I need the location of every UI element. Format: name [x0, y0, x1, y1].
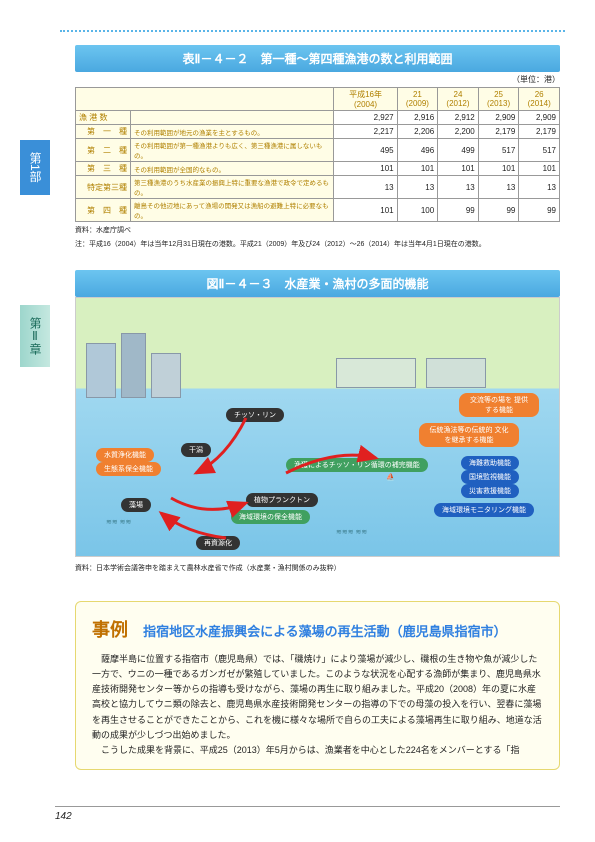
- cell-value: 2,912: [438, 111, 479, 125]
- cell-value: 13: [397, 176, 438, 199]
- cell-value: 101: [334, 162, 397, 176]
- cell-value: 517: [478, 139, 519, 162]
- page-footer-line: [55, 806, 560, 807]
- table-title: 表Ⅱ－４－２ 第一種～第四種漁港の数と利用範囲: [75, 45, 560, 72]
- th-y3: 24 (2012): [438, 88, 479, 111]
- row-desc: その利用範囲が全国的なもの。: [131, 162, 334, 176]
- th-y5: 26 (2014): [519, 88, 560, 111]
- row-desc: その利用範囲が地元の漁業を主とするもの。: [131, 125, 334, 139]
- cell-value: 99: [519, 199, 560, 222]
- case-paragraph-1: 薩摩半島に位置する指宿市（鹿児島県）では、「磯焼け」により藻場が減少し、磯根の生…: [92, 652, 543, 744]
- cell-value: 100: [397, 199, 438, 222]
- figure-title: 図Ⅱ－４－３ 水産業・漁村の多面的機能: [75, 270, 560, 297]
- row-label: 第 二 種: [76, 139, 131, 162]
- cell-value: 101: [478, 162, 519, 176]
- cell-value: 517: [519, 139, 560, 162]
- cell-value: 101: [334, 199, 397, 222]
- th-blank: [76, 88, 334, 111]
- row-label: 漁 港 数: [76, 111, 131, 125]
- page-number: 142: [55, 811, 72, 822]
- th-y4: 25 (2013): [478, 88, 519, 111]
- cell-value: 99: [438, 199, 479, 222]
- case-box: 事例 指宿地区水産振興会による藻場の再生活動（鹿児島県指宿市） 薩摩半島に位置す…: [75, 601, 560, 770]
- table-row: 特定第三種第三種漁港のうち水産業の振興上特に重要な漁港で政令で定めるもの。131…: [76, 176, 560, 199]
- cell-value: 2,206: [397, 125, 438, 139]
- case-paragraph-2: こうした成果を背景に、平成25（2013）年5月からは、漁業者を中心とした224…: [92, 743, 543, 758]
- cell-value: 99: [478, 199, 519, 222]
- cell-value: 2,179: [519, 125, 560, 139]
- cell-value: 2,217: [334, 125, 397, 139]
- main-content: 表Ⅱ－４－２ 第一種～第四種漁港の数と利用範囲 （単位：港） 平成16年 (20…: [75, 45, 560, 770]
- tab-chapter2: 第Ⅱ章: [20, 305, 50, 367]
- cell-value: 13: [519, 176, 560, 199]
- row-desc: 離島その他辺地にあって漁場の開発又は漁船の避難上特に必要なもの。: [131, 199, 334, 222]
- cell-value: 101: [397, 162, 438, 176]
- table-header-row: 平成16年 (2004) 21 (2009) 24 (2012) 25 (201…: [76, 88, 560, 111]
- cell-value: 2,909: [519, 111, 560, 125]
- row-desc: 第三種漁港のうち水産業の振興上特に重要な漁港で政令で定めるもの。: [131, 176, 334, 199]
- cell-value: 2,179: [478, 125, 519, 139]
- table-unit: （単位：港）: [75, 74, 560, 85]
- cell-value: 13: [438, 176, 479, 199]
- cell-value: 13: [478, 176, 519, 199]
- row-label: 特定第三種: [76, 176, 131, 199]
- cell-value: 13: [334, 176, 397, 199]
- cell-value: 2,916: [397, 111, 438, 125]
- table-note2: 注：平成16（2004）年は当年12月31日現在の港数。平成21（2009）年及…: [75, 240, 560, 250]
- arrows: [76, 298, 559, 556]
- cell-value: 499: [438, 139, 479, 162]
- case-label: 事例: [92, 620, 128, 640]
- cell-value: 101: [438, 162, 479, 176]
- figure-note: 資料：日本学術会議答申を踏まえて農林水産省で作成（水産業・漁村関係のみ抜粋）: [75, 563, 560, 573]
- cell-value: 101: [519, 162, 560, 176]
- cell-value: 2,927: [334, 111, 397, 125]
- row-desc: [131, 111, 334, 125]
- table-note1: 資料：水産庁調べ: [75, 226, 560, 236]
- cell-value: 2,909: [478, 111, 519, 125]
- case-title: 事例 指宿地区水産振興会による藻場の再生活動（鹿児島県指宿市）: [92, 616, 543, 642]
- dotted-divider: [60, 30, 565, 32]
- row-label: 第 三 種: [76, 162, 131, 176]
- tab-part1: 第1部: [20, 140, 50, 195]
- cell-value: 2,200: [438, 125, 479, 139]
- cell-value: 495: [334, 139, 397, 162]
- table-row: 第 二 種その利用範囲が第一種漁港よりも広く、第三種漁港に属しないもの。4954…: [76, 139, 560, 162]
- fishport-table: 平成16年 (2004) 21 (2009) 24 (2012) 25 (201…: [75, 87, 560, 222]
- table-row: 第 四 種離島その他辺地にあって漁場の開発又は漁船の避難上特に必要なもの。101…: [76, 199, 560, 222]
- table-row: 漁 港 数2,9272,9162,9122,9092,909: [76, 111, 560, 125]
- case-subtitle: 指宿地区水産振興会による藻場の再生活動（鹿児島県指宿市）: [143, 624, 507, 639]
- cell-value: 496: [397, 139, 438, 162]
- table-row: 第 一 種その利用範囲が地元の漁業を主とするもの。2,2172,2062,200…: [76, 125, 560, 139]
- row-label: 第 四 種: [76, 199, 131, 222]
- illustration: チッソ・リン 干潟 水質浄化機能 生態系保全機能 藻場 植物プランクトン 海域環…: [75, 297, 560, 557]
- table-row: 第 三 種その利用範囲が全国的なもの。101101101101101: [76, 162, 560, 176]
- th-y2: 21 (2009): [397, 88, 438, 111]
- th-y1: 平成16年 (2004): [334, 88, 397, 111]
- row-desc: その利用範囲が第一種漁港よりも広く、第三種漁港に属しないもの。: [131, 139, 334, 162]
- side-tabs: 第1部 第Ⅱ章: [20, 140, 50, 367]
- row-label: 第 一 種: [76, 125, 131, 139]
